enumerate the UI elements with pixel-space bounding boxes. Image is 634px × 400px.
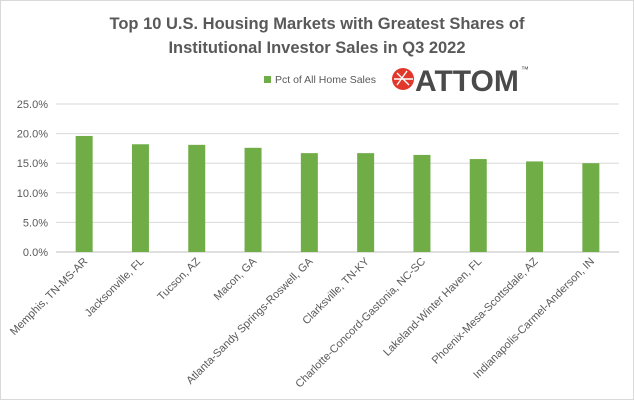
x-tick-label: Indianapolis-Carmel-Anderson, IN [471,256,597,382]
bar [188,144,206,252]
x-tick-label: Tucson, AZ [155,255,203,303]
bar [357,153,375,252]
x-tick-label: Jacksonville, FL [83,256,147,320]
bar [131,144,149,252]
chart-title-line-2: Institutional Investor Sales in Q3 2022 [168,39,465,57]
logo-mark-lines [394,70,413,86]
y-tick-label: 25.0% [17,99,48,111]
attom-logo: ATTOM ™ [392,65,529,98]
legend-label: Pct of All Home Sales [275,74,376,86]
y-tick-label: 15.0% [17,158,48,170]
x-tick-label: Memphis, TN-MS-AR [8,256,90,338]
legend-swatch [264,76,271,83]
y-tick-label: 20.0% [17,129,48,141]
y-tick-label: 0.0% [23,247,48,259]
bar [413,154,431,252]
bar [300,153,318,252]
bar [526,161,544,252]
bar [75,135,93,252]
logo-tm: ™ [521,65,529,74]
logo-text: ATTOM [415,65,519,98]
bar [244,147,262,252]
y-tick-label: 5.0% [23,217,48,229]
x-tick-label: Macon, GA [212,255,260,303]
y-tick-label: 10.0% [17,188,48,200]
bar [469,159,487,252]
bar [582,163,600,252]
x-tick-label: Atlanta-Sandy Springs-Roswell, GA [184,255,316,387]
chart-title-line-1: Top 10 U.S. Housing Markets with Greates… [109,15,525,33]
x-tick-label: Lakeland-Winter Haven, FL [381,256,484,359]
x-tick-label: Phoenix-Mesa-Scottsdale, AZ [430,255,541,366]
